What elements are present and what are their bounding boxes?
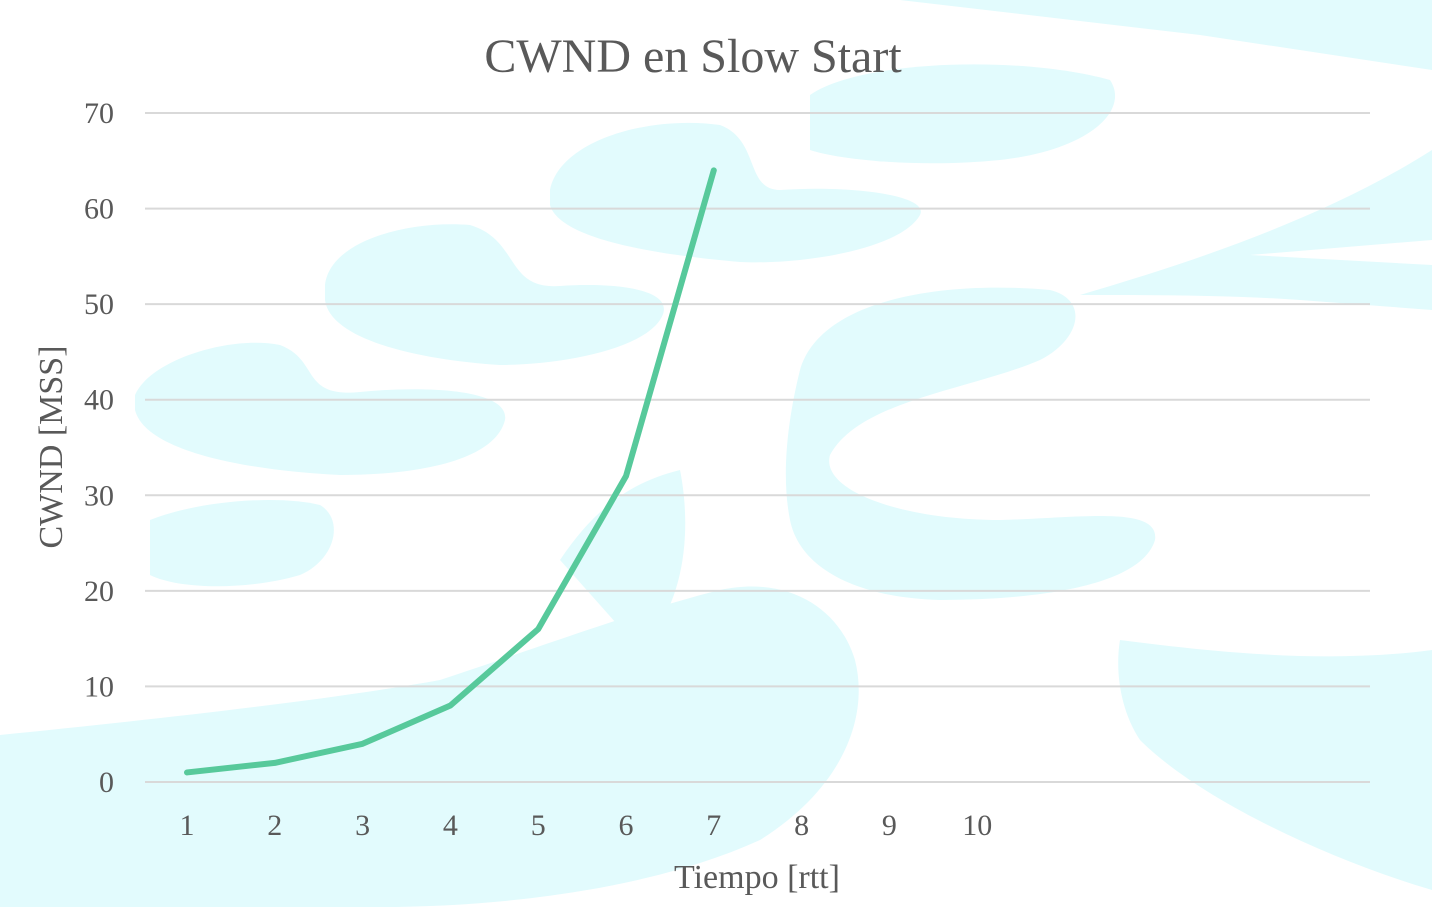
x-tick-label: 10 — [962, 809, 992, 842]
x-tick-label: 7 — [706, 809, 721, 842]
bg-shape — [1118, 640, 1432, 890]
y-tick-label: 70 — [84, 97, 114, 130]
series-layer — [184, 167, 717, 776]
y-tick-label: 40 — [84, 384, 114, 417]
chart-title: CWND en Slow Start — [484, 30, 902, 83]
y-axis-ticks: 0 10 20 30 40 50 60 70 — [84, 97, 114, 799]
bg-shape — [135, 342, 506, 475]
y-tick-label: 20 — [84, 575, 114, 608]
bg-shape — [560, 470, 686, 650]
x-tick-label: 5 — [531, 809, 546, 842]
bg-shape — [550, 122, 921, 263]
x-tick-label: 2 — [267, 809, 282, 842]
bg-shape — [150, 500, 334, 587]
bg-shape — [0, 586, 859, 907]
y-tick-label: 50 — [84, 288, 114, 321]
bg-shape — [640, 0, 1432, 70]
x-tick-label: 6 — [619, 809, 634, 842]
y-tick-label: 0 — [99, 766, 114, 799]
y-tick-label: 30 — [84, 479, 114, 512]
y-tick-label: 10 — [84, 670, 114, 703]
x-tick-label: 1 — [180, 809, 195, 842]
y-tick-label: 60 — [84, 193, 114, 226]
x-tick-label: 8 — [794, 809, 809, 842]
x-axis-ticks: 1 2 3 4 5 6 7 8 9 10 — [180, 809, 993, 842]
x-tick-label: 4 — [443, 809, 458, 842]
bg-shape — [1080, 150, 1432, 310]
x-tick-label: 3 — [355, 809, 370, 842]
y-axis-label: CWND [MSS] — [33, 345, 70, 548]
gridlines — [145, 112, 1370, 783]
bg-shape — [785, 287, 1156, 600]
x-tick-label: 9 — [882, 809, 897, 842]
x-axis-label: Tiempo [rtt] — [674, 859, 840, 896]
series-line-0 — [184, 167, 717, 776]
bg-shape — [325, 224, 664, 365]
